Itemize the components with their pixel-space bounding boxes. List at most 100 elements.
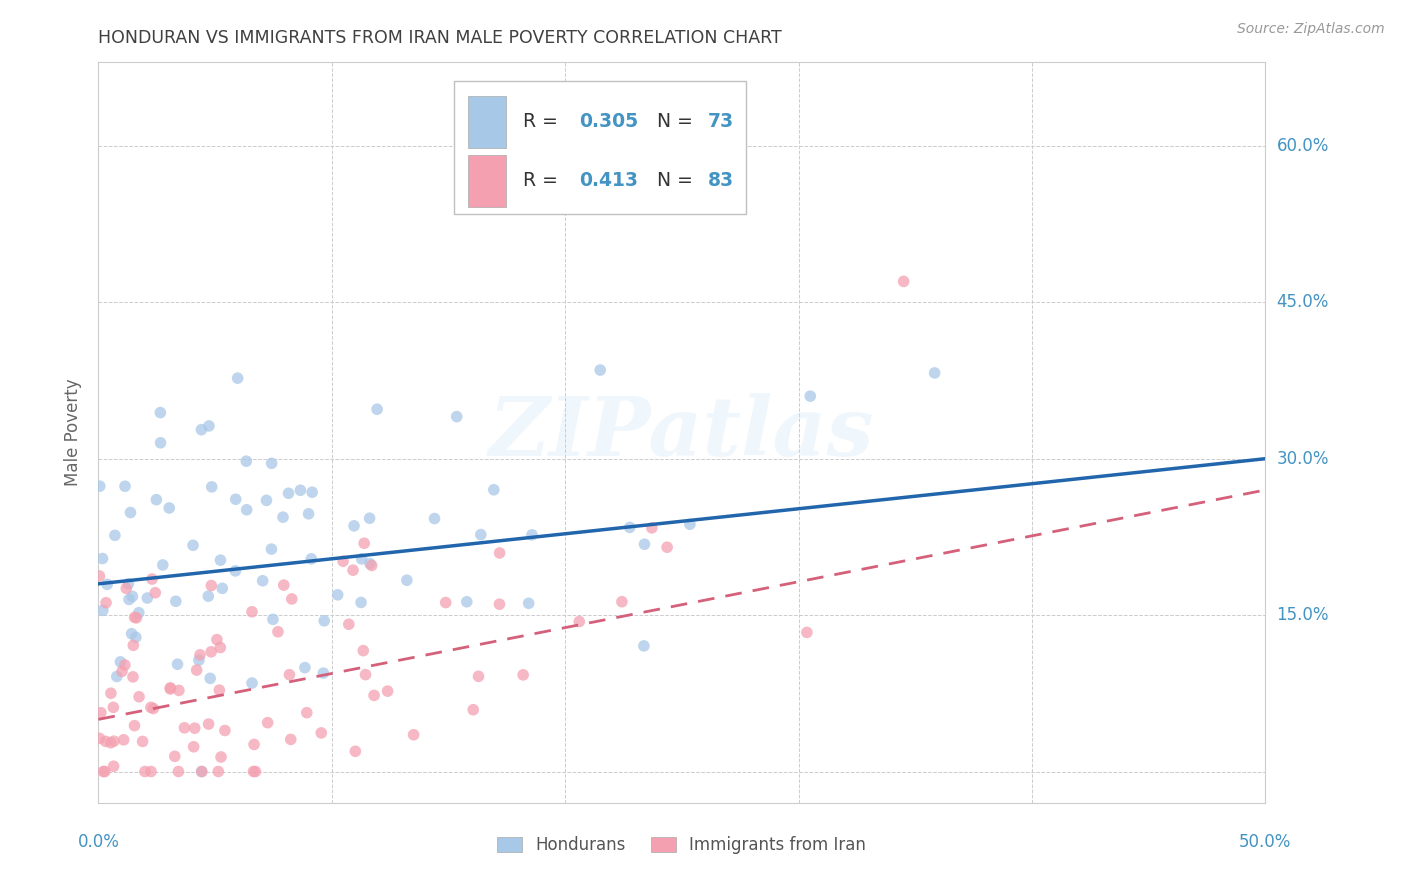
Point [295,706,318,720]
Text: ZIPatlas: ZIPatlas [489,392,875,473]
Point [299,552,322,566]
Point [209,750,232,764]
Point [633,537,655,551]
Point [359,557,381,571]
Point [94,734,117,748]
Point [796,625,818,640]
Point [103,734,125,748]
FancyBboxPatch shape [468,95,506,147]
Point [342,563,364,577]
Point [207,764,229,779]
Point [89,569,111,583]
Point [136,591,159,605]
Point [181,538,204,552]
Point [354,667,377,681]
Point [226,371,249,385]
Y-axis label: Male Poverty: Male Poverty [65,379,83,486]
Point [91,603,114,617]
Point [326,588,349,602]
Point [117,576,139,591]
Point [208,683,231,698]
Point [267,624,290,639]
Point [242,764,264,779]
Point [163,749,186,764]
Point [610,595,633,609]
Point [211,582,233,596]
Point [655,540,678,554]
Point [94,596,117,610]
Text: 0.413: 0.413 [579,171,638,190]
Point [167,683,190,698]
Point [91,764,114,779]
Text: R =: R = [523,112,564,131]
Point [281,591,304,606]
Point [142,701,165,715]
Point [277,486,299,500]
Point [240,676,263,690]
Point [105,669,128,683]
Point [271,510,294,524]
Point [197,589,219,603]
Point [89,479,111,493]
Point [200,578,222,592]
Point [139,700,162,714]
Point [619,520,641,534]
Point [122,638,145,652]
Point [350,595,373,609]
Point [141,572,163,586]
Point [94,764,117,779]
Text: 0.0%: 0.0% [77,833,120,851]
Point [366,402,388,417]
Point [456,595,478,609]
FancyBboxPatch shape [468,155,506,207]
Point [100,686,122,700]
Point [125,611,148,625]
Text: 83: 83 [707,171,734,190]
Point [125,630,148,644]
Text: Source: ZipAtlas.com: Source: ZipAtlas.com [1237,22,1385,37]
Point [488,597,510,611]
Point [924,366,946,380]
Point [104,528,127,542]
Point [124,718,146,732]
Point [353,536,375,550]
Point [262,612,284,626]
Point [173,721,195,735]
Point [260,542,283,557]
Point [360,558,382,573]
Point [187,653,209,667]
Point [118,592,141,607]
Point [91,551,114,566]
Point [114,657,136,672]
Point [470,527,492,541]
Point [633,639,655,653]
Point [260,456,283,470]
Point [134,764,156,779]
Text: 73: 73 [707,112,734,131]
Point [225,492,247,507]
Point [190,764,212,779]
Point [520,528,543,542]
Point [359,511,381,525]
Point [89,731,111,746]
Point [294,660,316,674]
Point [103,700,125,714]
Point [314,614,336,628]
Point [209,553,232,567]
Point [332,554,354,568]
Point [166,657,188,672]
Text: R =: R = [523,171,564,190]
Point [131,734,153,748]
Point [100,736,122,750]
Point [613,180,636,194]
Point [120,506,142,520]
Text: 50.0%: 50.0% [1239,833,1292,851]
Legend: Hondurans, Immigrants from Iran: Hondurans, Immigrants from Iran [491,830,873,861]
Point [200,645,222,659]
Point [301,485,323,500]
Point [343,518,366,533]
Point [198,418,221,433]
Point [512,668,534,682]
Point [568,615,591,629]
Point [395,573,418,587]
